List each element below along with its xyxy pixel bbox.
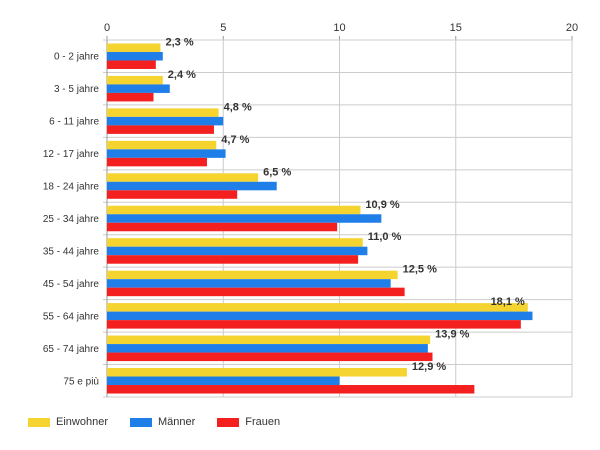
legend-item-frauen: Frauen (217, 416, 280, 428)
bar-frauen (107, 320, 521, 329)
legend-label: Männer (157, 416, 196, 428)
category-label: 35 - 44 jahre (43, 246, 100, 257)
legend-swatch (217, 417, 240, 427)
bar-frauen (107, 60, 156, 69)
bar-mnner (107, 344, 428, 353)
bar-einwohner (107, 140, 217, 150)
bar-frauen (107, 157, 207, 167)
bar-frauen (107, 190, 238, 199)
data-label: 11,0 % (368, 231, 402, 243)
bar-frauen (107, 125, 214, 134)
bar-einwohner (107, 368, 407, 377)
bar-mnner (107, 214, 382, 223)
bar-einwohner (107, 238, 363, 247)
data-label: 2,3 % (165, 36, 193, 48)
bar-mnner (107, 149, 226, 158)
bar-mnner (107, 181, 277, 191)
legend-swatch (129, 417, 152, 427)
bar-mnner (107, 246, 368, 256)
bar-mnner (107, 311, 533, 321)
category-label: 55 - 64 jahre (43, 311, 100, 322)
data-label: 4,8 % (224, 101, 252, 113)
legend-item-einwohner: Einwohner (28, 416, 108, 428)
category-label: 3 - 5 jahre (54, 84, 99, 95)
legend-swatch (28, 417, 50, 427)
bar-einwohner (107, 108, 219, 117)
data-labels: 2,3 % 2,4 % 4,8 % 4,7 % 6,5 % 10,9 % 11,0 % 12,… (165, 36, 525, 373)
bars (107, 43, 533, 394)
category-label: 6 - 11 jahre (49, 117, 99, 128)
bar-frauen (107, 255, 359, 264)
bar-einwohner (107, 75, 163, 85)
x-tick-label: 15 (450, 22, 462, 34)
legend: Einwohner Männer Frauen (28, 416, 280, 428)
legend-label: Einwohner (56, 416, 108, 428)
bar-frauen (107, 287, 405, 297)
x-tick-label: 5 (220, 22, 226, 34)
category-label: 12 - 17 jahre (43, 149, 100, 160)
data-label: 6,5 % (263, 166, 291, 178)
bar-einwohner (107, 335, 431, 345)
data-label: 2,4 % (168, 69, 196, 81)
legend-item-maenner: Männer (129, 416, 196, 428)
bar-einwohner (107, 43, 161, 52)
bar-einwohner (107, 205, 361, 215)
data-label: 4,7 % (221, 134, 249, 146)
x-tick-label: 20 (566, 22, 578, 34)
category-label: 25 - 34 jahre (43, 214, 100, 225)
legend-label: Frauen (245, 416, 281, 428)
data-label: 12,5 % (403, 264, 437, 276)
bar-frauen (107, 222, 338, 232)
bar-frauen (107, 385, 475, 394)
bar-einwohner (107, 173, 259, 182)
bar-frauen (107, 352, 433, 362)
category-label: 65 - 74 jahre (43, 344, 100, 355)
x-axis-ticks: 0 5 10 15 20 (104, 22, 578, 34)
bar-mnner (107, 279, 391, 288)
bar-einwohner (107, 303, 528, 312)
x-tick-label: 10 (333, 22, 345, 34)
data-label: 12,9 % (412, 361, 446, 373)
bar-mnner (107, 84, 170, 93)
data-label: 13,9 % (435, 329, 469, 341)
bar-frauen (107, 92, 154, 102)
bar-mnner (107, 51, 163, 61)
category-label: 0 - 2 jahre (54, 52, 99, 63)
data-label: 10,9 % (365, 199, 399, 211)
bar-mnner (107, 116, 224, 126)
category-label: 75 e più (63, 376, 99, 387)
bar-einwohner (107, 270, 398, 280)
y-axis-categories: 0 - 2 jahre 3 - 5 jahre 6 - 11 jahre 12 - 1… (43, 52, 100, 388)
category-label: 18 - 24 jahre (43, 182, 100, 193)
category-label: 45 - 54 jahre (43, 279, 100, 290)
bar-mnner (107, 376, 340, 386)
x-tick-label: 0 (104, 22, 110, 34)
data-label: 18,1 % (491, 296, 525, 308)
